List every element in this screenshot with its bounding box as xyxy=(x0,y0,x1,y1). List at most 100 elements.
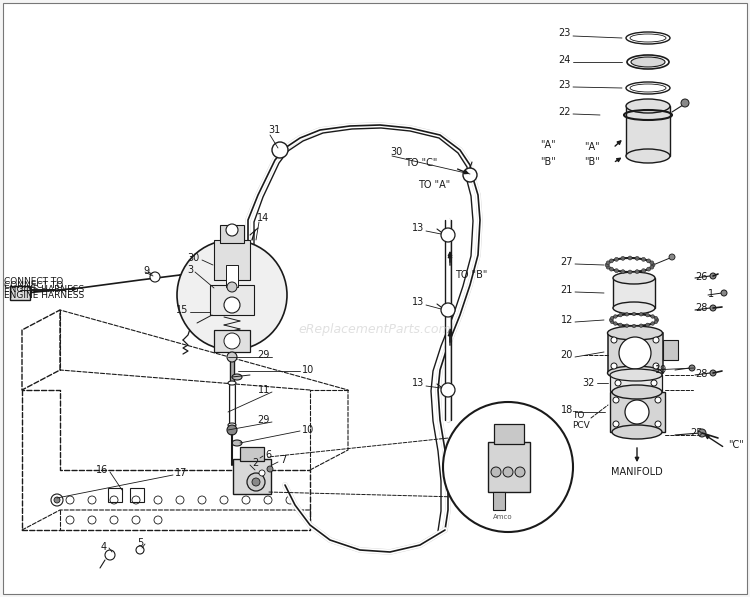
Circle shape xyxy=(654,316,658,320)
Text: ENGINE HARNESS: ENGINE HARNESS xyxy=(4,291,84,300)
Text: 30: 30 xyxy=(188,253,200,263)
Text: 31: 31 xyxy=(268,125,280,135)
Circle shape xyxy=(653,337,659,343)
Circle shape xyxy=(177,240,287,350)
Text: ENGINE HARNESS: ENGINE HARNESS xyxy=(4,285,84,294)
Text: "B": "B" xyxy=(584,157,600,167)
Ellipse shape xyxy=(612,385,662,399)
Circle shape xyxy=(698,429,706,437)
Text: 20: 20 xyxy=(560,350,573,360)
Circle shape xyxy=(641,269,646,273)
Circle shape xyxy=(669,254,675,260)
Bar xyxy=(108,488,122,502)
Ellipse shape xyxy=(631,57,665,67)
Circle shape xyxy=(656,318,658,322)
Circle shape xyxy=(650,261,654,265)
Text: 27: 27 xyxy=(560,257,573,267)
Bar xyxy=(626,106,670,156)
Text: 25: 25 xyxy=(690,428,703,438)
Circle shape xyxy=(651,380,657,386)
Circle shape xyxy=(721,290,727,296)
Circle shape xyxy=(639,312,643,316)
Circle shape xyxy=(247,473,265,491)
Text: MANIFOLD: MANIFOLD xyxy=(611,467,663,477)
Circle shape xyxy=(227,282,237,292)
Circle shape xyxy=(614,257,619,261)
Circle shape xyxy=(655,397,661,403)
Text: PCV: PCV xyxy=(572,420,590,429)
Text: 16: 16 xyxy=(96,465,108,475)
Circle shape xyxy=(443,402,573,532)
Text: 3: 3 xyxy=(187,265,193,275)
Bar xyxy=(610,392,665,432)
Text: 10: 10 xyxy=(302,425,314,435)
Circle shape xyxy=(646,267,650,271)
Text: TO "C": TO "C" xyxy=(405,158,437,168)
Circle shape xyxy=(619,337,651,369)
Bar xyxy=(220,225,244,243)
Circle shape xyxy=(710,273,716,279)
Text: 23: 23 xyxy=(559,28,571,38)
Text: TO: TO xyxy=(572,411,584,420)
Circle shape xyxy=(614,322,617,325)
Text: 1: 1 xyxy=(708,289,714,299)
Circle shape xyxy=(227,425,237,435)
Circle shape xyxy=(646,259,650,263)
Text: 6: 6 xyxy=(265,450,272,460)
Text: 15: 15 xyxy=(176,305,188,315)
Circle shape xyxy=(209,260,221,272)
Ellipse shape xyxy=(228,381,236,385)
Text: eReplacementParts.com: eReplacementParts.com xyxy=(298,324,452,337)
Text: 17: 17 xyxy=(175,468,188,478)
Circle shape xyxy=(614,269,619,273)
Circle shape xyxy=(267,466,273,472)
Ellipse shape xyxy=(626,149,670,163)
Circle shape xyxy=(614,315,617,318)
Text: 9: 9 xyxy=(143,266,149,276)
Text: 29: 29 xyxy=(258,350,270,360)
Circle shape xyxy=(610,267,614,271)
Text: 4: 4 xyxy=(100,542,107,552)
Circle shape xyxy=(619,313,622,317)
Ellipse shape xyxy=(232,374,242,380)
Bar xyxy=(10,286,30,300)
Circle shape xyxy=(625,312,628,316)
Text: CONNECT TO: CONNECT TO xyxy=(4,278,63,287)
Text: 13: 13 xyxy=(412,378,424,388)
Circle shape xyxy=(609,318,613,322)
Circle shape xyxy=(606,265,610,269)
Text: 2: 2 xyxy=(252,458,258,468)
Text: "A": "A" xyxy=(540,140,556,150)
Text: "A": "A" xyxy=(584,142,600,152)
Bar xyxy=(493,492,505,510)
Circle shape xyxy=(611,363,617,369)
Text: 22: 22 xyxy=(559,107,571,117)
Circle shape xyxy=(503,467,513,477)
Text: "C": "C" xyxy=(728,440,744,450)
Circle shape xyxy=(224,333,240,349)
Text: "B": "B" xyxy=(540,157,556,167)
Circle shape xyxy=(710,370,716,376)
Circle shape xyxy=(651,263,655,267)
Circle shape xyxy=(54,497,60,503)
Circle shape xyxy=(441,383,455,397)
Bar xyxy=(214,330,250,352)
Ellipse shape xyxy=(610,369,662,381)
Circle shape xyxy=(625,400,649,424)
Text: 13: 13 xyxy=(412,223,424,233)
Text: 13: 13 xyxy=(412,297,424,307)
Bar xyxy=(608,333,663,373)
Circle shape xyxy=(639,324,643,328)
Circle shape xyxy=(654,320,658,324)
Circle shape xyxy=(632,324,636,328)
Circle shape xyxy=(650,265,654,269)
Circle shape xyxy=(632,312,636,316)
Bar xyxy=(240,447,264,461)
Circle shape xyxy=(621,270,625,273)
Circle shape xyxy=(651,322,655,325)
Circle shape xyxy=(224,297,240,313)
Text: 12: 12 xyxy=(560,315,573,325)
Circle shape xyxy=(646,323,650,327)
Ellipse shape xyxy=(613,272,655,284)
Circle shape xyxy=(641,257,646,261)
